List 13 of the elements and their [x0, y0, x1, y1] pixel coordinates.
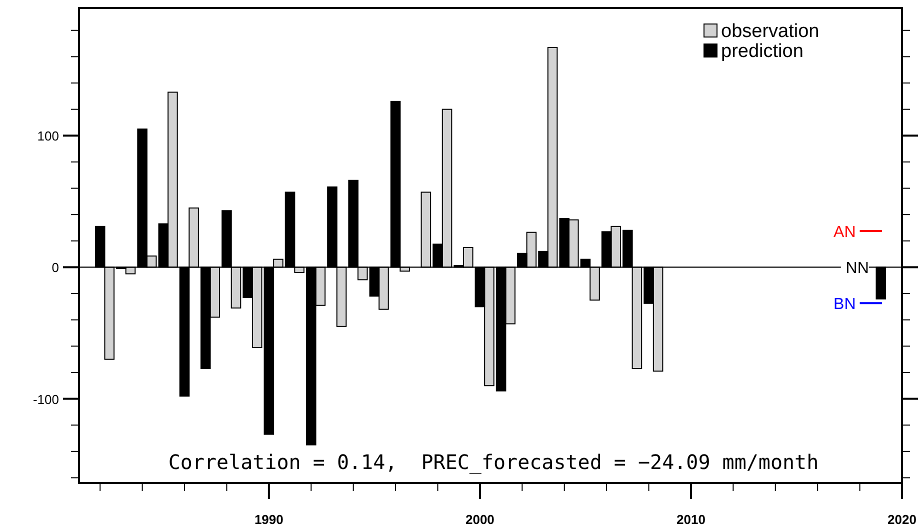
- y-tick-label: 100: [37, 128, 59, 144]
- legend-label: observation: [721, 21, 820, 42]
- legend-label: prediction: [721, 41, 804, 62]
- y-tick-label: -100: [32, 392, 59, 407]
- x-tick-label: 2010: [676, 512, 706, 527]
- x-tick-label: 2020: [888, 512, 916, 527]
- ref-line-label: AN: [834, 224, 856, 242]
- ref-line-label: BN: [834, 296, 856, 314]
- x-tick-label: 2000: [465, 512, 494, 527]
- y-tick-label: 0: [52, 260, 59, 276]
- x-tick-label: 1990: [254, 512, 284, 527]
- ref-line-label: NN: [846, 260, 869, 278]
- annotation: Correlation = 0.14, PREC_forecasted = −24.09 mm/month: [168, 450, 819, 474]
